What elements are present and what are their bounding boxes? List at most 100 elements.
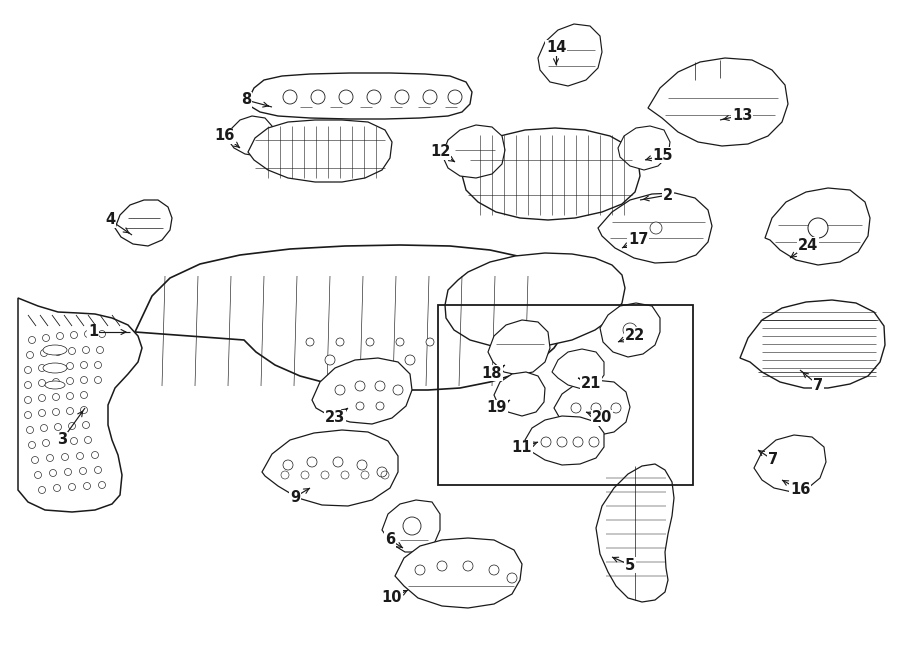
Circle shape	[52, 408, 59, 416]
Circle shape	[40, 424, 48, 432]
Circle shape	[40, 350, 48, 356]
Polygon shape	[525, 416, 604, 465]
Circle shape	[591, 403, 601, 413]
Text: 11: 11	[512, 440, 532, 455]
Text: 13: 13	[732, 108, 752, 122]
Circle shape	[405, 355, 415, 365]
Polygon shape	[598, 193, 712, 263]
Circle shape	[357, 460, 367, 470]
Circle shape	[70, 438, 77, 444]
Text: 16: 16	[215, 128, 235, 143]
Ellipse shape	[43, 345, 67, 355]
Circle shape	[336, 338, 344, 346]
Text: 23: 23	[325, 410, 345, 426]
Text: 18: 18	[482, 366, 502, 381]
Circle shape	[375, 381, 385, 391]
Circle shape	[79, 467, 86, 475]
Circle shape	[29, 442, 35, 449]
Circle shape	[448, 90, 462, 104]
Polygon shape	[382, 500, 440, 552]
Circle shape	[355, 381, 365, 391]
Circle shape	[50, 469, 57, 477]
Circle shape	[76, 453, 84, 459]
Circle shape	[489, 565, 499, 575]
Circle shape	[283, 90, 297, 104]
Polygon shape	[18, 298, 142, 512]
Circle shape	[32, 457, 39, 463]
Polygon shape	[494, 372, 545, 416]
Circle shape	[541, 437, 551, 447]
Circle shape	[24, 412, 32, 418]
Text: 14: 14	[545, 40, 566, 56]
Circle shape	[24, 366, 32, 373]
Circle shape	[611, 403, 621, 413]
Circle shape	[26, 352, 33, 358]
Circle shape	[333, 457, 343, 467]
Polygon shape	[248, 120, 392, 182]
Circle shape	[68, 483, 76, 490]
Circle shape	[339, 90, 353, 104]
Circle shape	[68, 422, 76, 430]
Circle shape	[80, 362, 87, 368]
Text: 16: 16	[790, 483, 810, 498]
Text: 1: 1	[88, 325, 98, 340]
Polygon shape	[754, 435, 826, 492]
Circle shape	[94, 377, 102, 383]
Ellipse shape	[43, 363, 67, 373]
Circle shape	[366, 338, 374, 346]
Circle shape	[623, 323, 637, 337]
Circle shape	[47, 455, 53, 461]
Polygon shape	[248, 73, 472, 119]
Circle shape	[67, 393, 74, 399]
Circle shape	[39, 379, 46, 387]
Text: 9: 9	[290, 490, 300, 504]
Circle shape	[42, 440, 50, 446]
Text: 2: 2	[663, 188, 673, 202]
Circle shape	[437, 561, 447, 571]
Text: 20: 20	[592, 410, 612, 426]
Circle shape	[94, 467, 102, 473]
Circle shape	[507, 573, 517, 583]
Circle shape	[311, 90, 325, 104]
Circle shape	[39, 364, 46, 371]
Circle shape	[26, 426, 33, 434]
Circle shape	[80, 377, 87, 383]
Circle shape	[306, 338, 314, 346]
Circle shape	[307, 457, 317, 467]
Circle shape	[80, 391, 87, 399]
Circle shape	[61, 453, 68, 461]
Polygon shape	[488, 320, 550, 375]
Ellipse shape	[45, 381, 65, 389]
Circle shape	[57, 438, 64, 446]
Polygon shape	[740, 300, 885, 388]
Circle shape	[396, 338, 404, 346]
Polygon shape	[312, 358, 412, 424]
Polygon shape	[442, 125, 505, 178]
Circle shape	[395, 90, 409, 104]
Polygon shape	[596, 464, 674, 602]
Circle shape	[67, 377, 74, 385]
Polygon shape	[445, 253, 625, 348]
Polygon shape	[552, 349, 604, 389]
Text: 17: 17	[628, 233, 648, 247]
Polygon shape	[395, 538, 522, 608]
Circle shape	[426, 338, 434, 346]
Circle shape	[39, 486, 46, 494]
Text: 22: 22	[625, 327, 645, 342]
Circle shape	[57, 332, 64, 340]
Text: 19: 19	[487, 401, 508, 416]
Circle shape	[52, 364, 59, 371]
Text: 3: 3	[57, 432, 68, 447]
Polygon shape	[115, 200, 172, 246]
Polygon shape	[228, 116, 272, 156]
Circle shape	[83, 422, 89, 428]
Text: 12: 12	[430, 145, 450, 159]
Circle shape	[377, 467, 387, 477]
Circle shape	[571, 403, 581, 413]
Polygon shape	[554, 380, 630, 436]
Text: 10: 10	[382, 590, 402, 605]
Circle shape	[98, 330, 105, 338]
Polygon shape	[765, 188, 870, 265]
Circle shape	[94, 362, 102, 368]
Circle shape	[42, 334, 50, 342]
